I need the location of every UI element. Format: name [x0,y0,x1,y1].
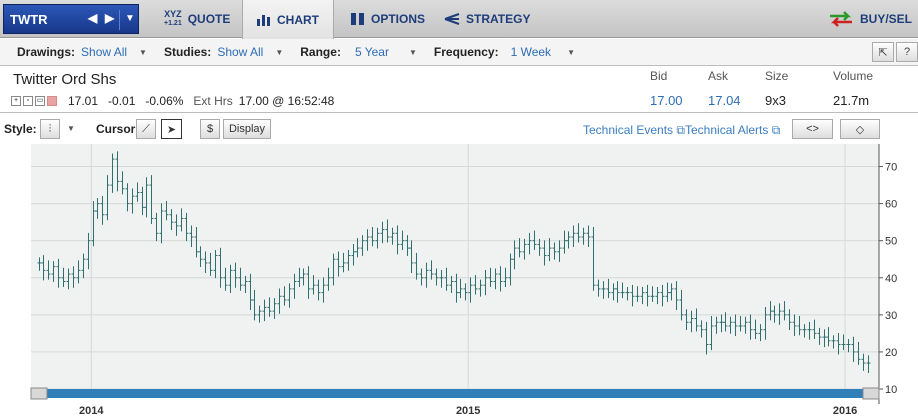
popout-icon[interactable]: ⇱ [872,42,894,62]
mini-tools: + ▫ ▭ [11,96,57,106]
y-tick-label: 50 [885,236,897,248]
help-icon[interactable]: ? [896,42,918,62]
tab-chart[interactable]: CHART [242,0,334,39]
expand-vertical-icon[interactable]: ◇ [840,119,880,139]
ext-hours-label: Ext Hrs [193,94,233,108]
volume-value: 21.7m [833,93,870,108]
y-tick-label: 40 [885,273,897,285]
cursor-label: Cursor: [96,122,140,136]
drawings-control[interactable]: Drawings: Show All ▼ [17,45,147,59]
price-change-pct: -0.06% [145,94,184,108]
external-link-icon: ⧉ [771,123,781,137]
xyz-quote-icon: XYZ +1.21 [164,10,182,28]
buy-sell-label: BUY/SEL [859,12,912,26]
y-tick-label: 30 [885,310,897,322]
volume-label: Volume [833,69,874,83]
layout-icon[interactable]: ▫ [23,96,33,106]
tab-chart-label: CHART [277,12,319,27]
chevron-down-icon[interactable]: ▼ [567,47,575,57]
price-change: -0.01 [108,94,136,108]
quote-icon-top: XYZ [164,9,182,19]
tab-strategy[interactable]: STRATEGY [430,0,544,38]
plot-area [31,144,879,389]
technical-alerts-link[interactable]: Technical Alerts ⧉ [685,123,780,138]
ohlc-style-icon[interactable]: ⫶ [40,119,60,139]
arrow-cursor-icon[interactable]: ➤ [161,119,182,139]
frequency-label: Frequency: [433,45,499,59]
size-label: Size [765,69,789,83]
studies-control[interactable]: Studies: Show All ▼ [164,45,283,59]
frequency-control[interactable]: Frequency: 1 Week ▼ [434,45,575,59]
technical-events-link[interactable]: Technical Events ⧉ [583,123,685,138]
buy-sell-arrows-icon [829,11,852,27]
window-buttons: ⇱ ? [872,42,918,62]
x-tick-label: 2016 [833,405,857,417]
display-button[interactable]: Display [223,119,271,139]
quote-icon-bottom: +1.21 [164,20,182,27]
price-chart[interactable]: 70 60 50 40 30 20 10 2014 2015 2016 [0,144,918,419]
scroll-handle-left[interactable] [30,387,48,400]
scroll-handle-right[interactable] [862,387,880,400]
crosshair-cursor-icon[interactable]: ⟋ [136,119,156,139]
y-tick-label: 20 [885,347,897,359]
buy-sell-button[interactable]: BUY/SEL [828,0,912,38]
y-tick-label: 70 [885,162,897,174]
top-navigation: TWTR ◀ ▶ ▼ XYZ +1.21 QUOTE CHART OPTIONS… [0,0,918,39]
range-label: Range: [300,45,341,59]
drawings-label: Drawings: [17,45,76,59]
y-tick-label: 60 [885,199,897,211]
expand-horizontal-icon[interactable]: <> [792,119,833,139]
range-value[interactable]: 5 Year [354,45,389,59]
tab-quote[interactable]: XYZ +1.21 QUOTE [150,0,244,38]
chart-toolbar: Style: ⫶ ▼ Cursor: ⟋ ➤ $ Display Technic… [0,114,918,144]
x-tick-label: 2014 [79,405,104,417]
y-tick-label: 10 [885,384,897,396]
next-symbol-icon[interactable]: ▶ [105,11,115,25]
technical-events-label: Technical Events [583,123,674,137]
bar-chart-icon [257,14,270,26]
options-icon [351,13,364,25]
bid-label: Bid [650,69,668,83]
x-tick-label: 2015 [456,405,480,417]
drawings-value[interactable]: Show All [81,45,128,59]
dollar-button[interactable]: $ [200,119,220,139]
chevron-down-icon[interactable]: ▼ [139,47,147,57]
price-chart-svg[interactable]: 70 60 50 40 30 20 10 2014 2015 2016 [0,144,918,419]
technical-alerts-label: Technical Alerts [685,123,769,137]
detach-icon[interactable]: ▭ [35,96,45,106]
range-control[interactable]: Range: 5 Year ▼ [300,45,417,59]
ext-hours-value: 17.00 @ 16:52:48 [238,94,335,108]
chart-controls-bar: Drawings: Show All ▼ Studies: Show All ▼… [0,39,918,66]
alert-icon[interactable] [47,96,57,106]
symbol-text: TWTR [10,12,48,27]
chevron-down-icon[interactable]: ▼ [275,47,284,57]
tab-quote-label: QUOTE [187,12,231,26]
ask-value: 17.04 [708,93,741,108]
company-name: Twitter Ord Shs [13,71,117,88]
size-value: 9x3 [765,93,786,108]
chevron-down-icon[interactable]: ▼ [408,47,417,57]
studies-value[interactable]: Show All [217,45,264,59]
tab-options[interactable]: OPTIONS [337,0,439,38]
quote-bar: Twitter Ord Shs + ▫ ▭ 17.01 -0.01 -0.06%… [0,66,918,113]
symbol-selector[interactable]: TWTR ◀ ▶ ▼ [3,4,139,34]
ask-label: Ask [708,69,729,83]
bid-value: 17.00 [650,93,683,108]
external-link-icon: ⧉ [676,123,685,137]
tab-options-label: OPTIONS [371,12,426,26]
chevron-down-icon[interactable]: ▼ [67,124,75,133]
style-label: Style: [4,122,37,136]
time-scrollbar [31,389,879,398]
prev-symbol-icon[interactable]: ◀ [88,11,98,25]
quote-row: + ▫ ▭ 17.01 -0.01 -0.06% Ext Hrs 17.00 @… [11,94,334,108]
expand-icon[interactable]: + [11,96,21,106]
frequency-value[interactable]: 1 Week [510,45,552,59]
tab-strategy-label: STRATEGY [466,12,531,26]
studies-label: Studies: [163,45,212,59]
chevron-down-icon[interactable]: ▼ [125,13,135,24]
last-price: 17.01 [68,94,99,108]
separator [119,10,120,30]
strategy-icon [444,13,460,25]
